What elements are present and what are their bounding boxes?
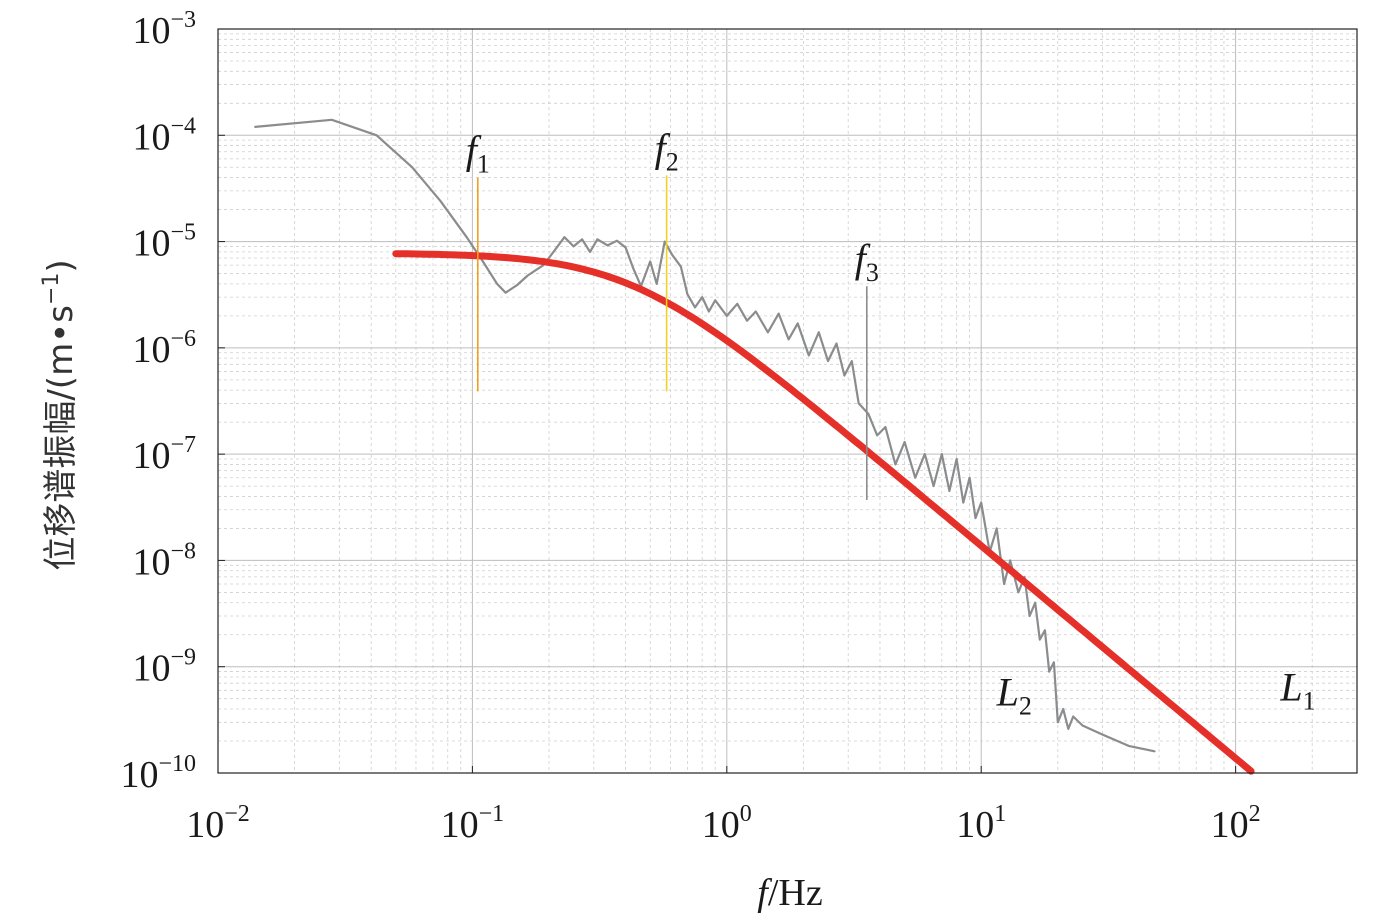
x-tick-label: 10−2 <box>186 801 250 846</box>
x-tick-exponent: −1 <box>479 801 505 827</box>
y-tick-label: 10−3 <box>132 7 196 52</box>
y-tick-base: 10 <box>132 223 170 265</box>
axis-ticks: 10−2 10−1 100 101 10210−310−410−510−610−710−… <box>120 7 1260 846</box>
y-tick-exponent: −8 <box>170 538 196 564</box>
y-tick-exponent: −6 <box>170 326 196 352</box>
series-label-sub: 2 <box>1019 692 1032 721</box>
y-tick-exponent: −10 <box>158 751 196 777</box>
y-tick-label: 10−9 <box>132 645 196 690</box>
marker-label-sub: 2 <box>666 147 679 176</box>
x-tick-label: 100 <box>702 801 752 846</box>
y-tick-exponent: −7 <box>170 432 196 458</box>
y-tick-base: 10 <box>132 329 170 371</box>
y-tick-label: 10−10 <box>120 751 196 796</box>
x-axis-label: f/Hz <box>757 872 822 914</box>
y-tick-label: 10−8 <box>132 538 196 583</box>
y-tick-base: 10 <box>132 435 170 477</box>
y-tick-base: 10 <box>132 648 170 690</box>
marker-label-f3: f3 <box>855 236 879 287</box>
series-line-l2 <box>254 118 1156 753</box>
x-tick-label: 101 <box>956 801 1006 846</box>
y-tick-label: 10−4 <box>132 113 196 158</box>
x-tick-base: 10 <box>956 804 994 846</box>
grid <box>217 28 1358 774</box>
y-tick-exponent: −5 <box>170 220 196 246</box>
y-tick-label: 10−6 <box>132 326 196 371</box>
series-label-l1: L1 <box>1279 665 1315 716</box>
y-tick-base: 10 <box>132 541 170 583</box>
series-label-main: L <box>996 670 1019 715</box>
marker-label-sub: 3 <box>866 258 879 287</box>
x-tick-base: 10 <box>441 804 479 846</box>
x-tick-label: 10−1 <box>441 801 505 846</box>
y-tick-label: 10−7 <box>132 432 196 477</box>
x-tick-exponent: 1 <box>994 801 1006 827</box>
y-tick-exponent: −4 <box>170 113 196 139</box>
series-label-main: L <box>1279 665 1302 710</box>
x-tick-exponent: 0 <box>740 801 752 827</box>
frequency-markers <box>476 175 868 501</box>
x-tick-base: 10 <box>1211 804 1249 846</box>
y-tick-base: 10 <box>120 754 158 796</box>
series-label-l2: L2 <box>996 670 1032 721</box>
series-line-l1 <box>392 250 1255 775</box>
y-axis-label-sup: −1 <box>39 273 64 305</box>
x-tick-label: 102 <box>1211 801 1261 846</box>
y-axis-label: 位移谱振幅/(m•s−1) <box>39 259 81 570</box>
y-tick-base: 10 <box>132 10 170 52</box>
y-axis-label-main: 位移谱振幅/(m•s <box>41 305 81 571</box>
y-axis-label-close: ) <box>41 259 81 272</box>
y-tick-label: 10−5 <box>132 220 196 265</box>
plot-frame <box>217 28 1358 774</box>
y-tick-base: 10 <box>132 116 170 158</box>
x-tick-base: 10 <box>702 804 740 846</box>
x-axis-label-unit: /Hz <box>768 872 823 914</box>
marker-label-sub: 1 <box>477 150 490 179</box>
marker-label-f2: f2 <box>655 125 679 176</box>
x-tick-exponent: 2 <box>1249 801 1261 827</box>
y-tick-exponent: −3 <box>170 7 196 33</box>
x-tick-exponent: −2 <box>224 801 250 827</box>
x-tick-base: 10 <box>186 804 224 846</box>
series-layer <box>254 118 1255 775</box>
series-label-sub: 1 <box>1303 687 1316 716</box>
y-tick-exponent: −9 <box>170 645 196 671</box>
